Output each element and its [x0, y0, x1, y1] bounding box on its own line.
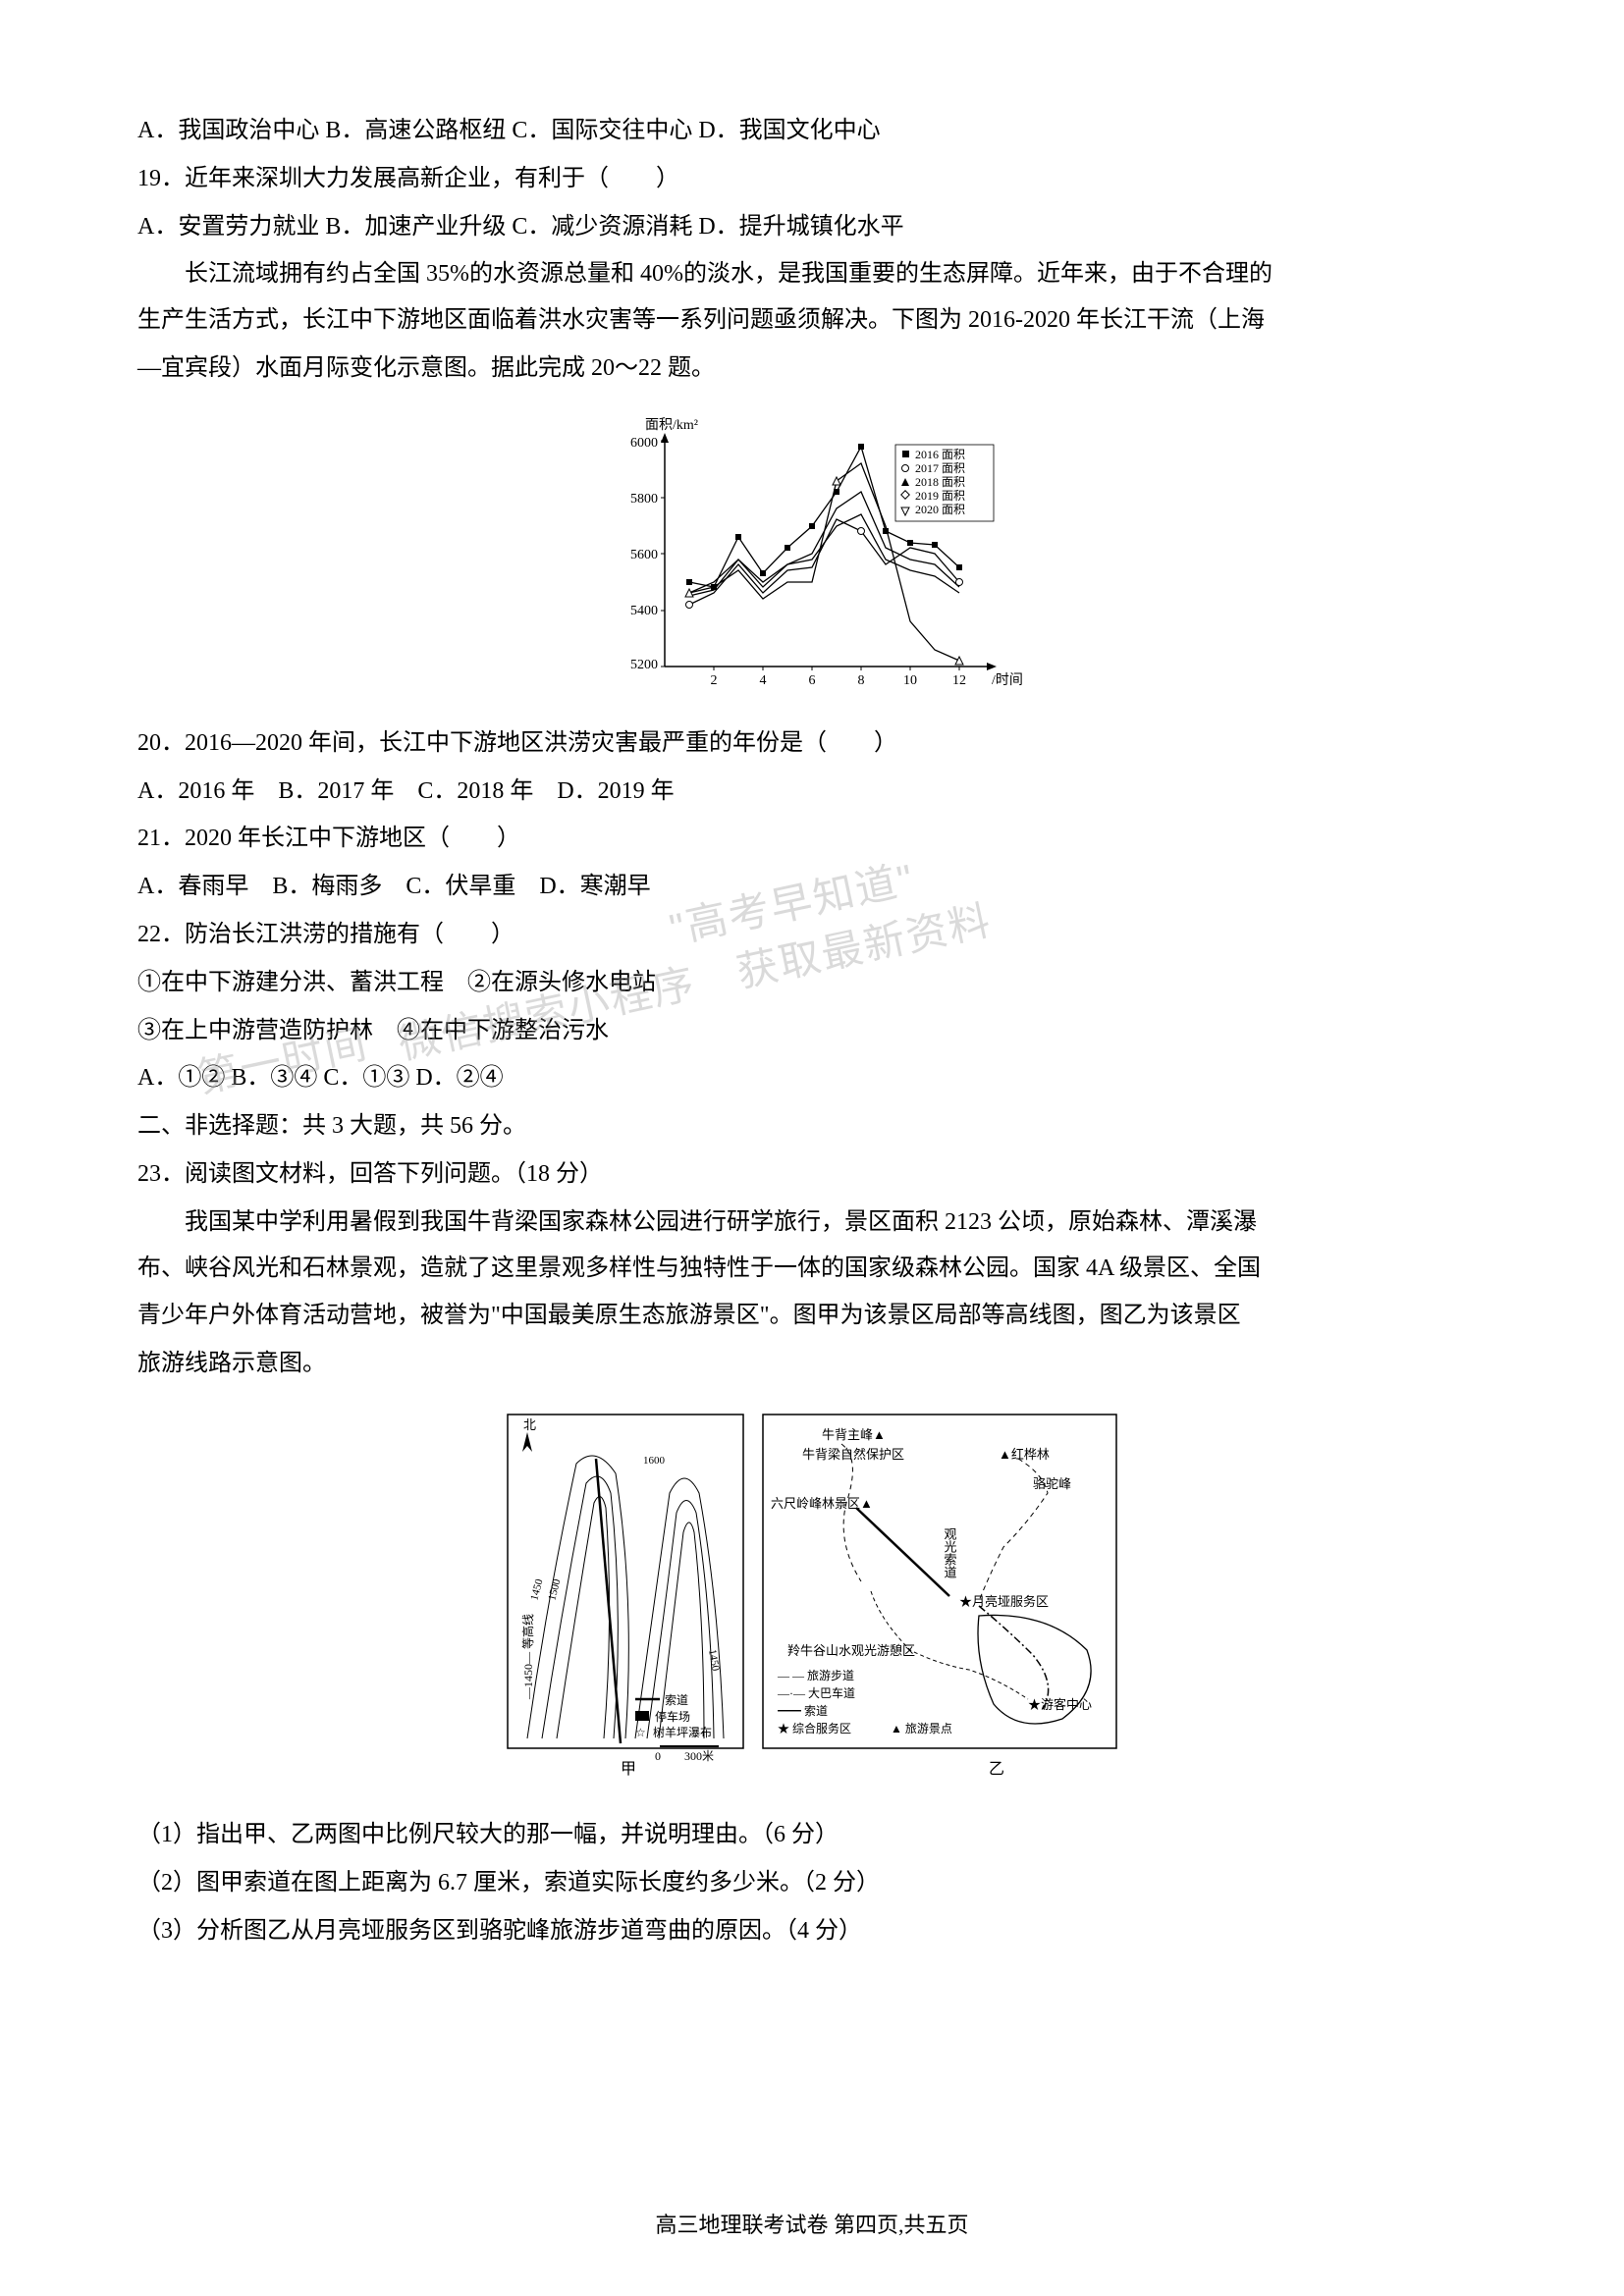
svg-text:羚牛谷山水观光游憩区: 羚牛谷山水观光游憩区: [787, 1643, 915, 1658]
svg-text:观光索道: 观光索道: [943, 1527, 957, 1578]
svg-text:2020 面积: 2020 面积: [915, 503, 965, 516]
question-22-options: A．①② B．③④ C．①③ D．②④: [137, 1055, 1487, 1101]
svg-text:牛背梁自然保护区: 牛背梁自然保护区: [802, 1447, 904, 1462]
svg-text:— — 旅游步道: — — 旅游步道: [777, 1669, 854, 1682]
context-paragraph-1-line-1: 长江流域拥有约占全国 35%的水资源总量和 40%的淡水，是我国重要的生态屏障。…: [137, 251, 1487, 297]
map-figure-container: 1450 1500 1450 1600 —1450— 等高线 索道 停车场 ☆树…: [137, 1405, 1487, 1788]
svg-text:2016 面积: 2016 面积: [915, 448, 965, 461]
svg-text:0 300米: 0 300米: [655, 1749, 714, 1763]
svg-text:6: 6: [809, 673, 816, 688]
question-22-sub2: ③在上中游营造防护林 ④在中下游整治污水: [137, 1008, 1487, 1054]
question-20-options: A．2016 年 B．2017 年 C．2018 年 D．2019 年: [137, 769, 1487, 815]
svg-text:5200: 5200: [630, 658, 658, 672]
context-paragraph-1-line-3: —宜宾段）水面月际变化示意图。据此完成 20～22 题。: [137, 346, 1487, 392]
svg-text:☆: ☆: [635, 1726, 646, 1739]
svg-text:12: 12: [952, 673, 966, 688]
question-19: 19．近年来深圳大力发展高新企业，有利于（ ）: [137, 156, 1487, 202]
svg-text:树羊坪瀑布: 树羊坪瀑布: [653, 1725, 712, 1739]
svg-text:★月亮垭服务区: ★月亮垭服务区: [959, 1594, 1049, 1609]
question-21: 21．2020 年长江中下游地区（ ）: [137, 816, 1487, 862]
line-chart-container: 面积/km² 5200 5400 5600 5800 6000 2 4 6 8 …: [137, 411, 1487, 696]
svg-text:★ 综合服务区: ★ 综合服务区: [778, 1721, 851, 1735]
svg-text:牛背主峰▲: 牛背主峰▲: [822, 1427, 886, 1442]
svg-text:▲ 旅游景点: ▲ 旅游景点: [891, 1722, 952, 1735]
page-footer: 高三地理联考试卷 第四页,共五页: [0, 2205, 1624, 2247]
contour-and-route-maps: 1450 1500 1450 1600 —1450— 等高线 索道 停车场 ☆树…: [498, 1405, 1126, 1788]
svg-text:骆驼峰: 骆驼峰: [1033, 1476, 1071, 1491]
question-19-options: A．安置劳力就业 B．加速产业升级 C．减少资源消耗 D．提升城镇化水平: [137, 204, 1487, 250]
context-paragraph-2-line-3: 青少年户外体育活动营地，被誉为"中国最美原生态旅游景区"。图甲为该景区局部等高线…: [137, 1293, 1487, 1339]
svg-text:2019 面积: 2019 面积: [915, 489, 965, 503]
svg-text:北: 北: [523, 1417, 536, 1432]
question-22-sub1: ①在中下游建分洪、蓄洪工程 ②在源头修水电站: [137, 960, 1487, 1006]
context-paragraph-2-line-4: 旅游线路示意图。: [137, 1341, 1487, 1387]
svg-text:10: 10: [903, 673, 917, 688]
svg-text:5600: 5600: [630, 548, 658, 562]
chart-xlabel: /时间: [992, 672, 1023, 688]
svg-text:━━ 索道: ━━ 索道: [778, 1704, 828, 1718]
context-paragraph-1-line-2: 生产生活方式，长江中下游地区面临着洪水灾害等一系列问题亟须解决。下图为 2016…: [137, 297, 1487, 344]
svg-text:2: 2: [711, 673, 718, 688]
svg-text:▲红桦林: ▲红桦林: [999, 1447, 1050, 1462]
chart-legend: 2016 面积 2017 面积 2018 面积 2019 面积 2020 面积: [895, 445, 994, 521]
svg-text:5400: 5400: [630, 604, 658, 618]
svg-text:—·— 大巴车道: —·— 大巴车道: [777, 1685, 855, 1700]
chart-ylabel: 面积/km²: [645, 417, 698, 433]
question-23: 23．阅读图文材料，回答下列问题。（18 分）: [137, 1151, 1487, 1198]
svg-text:8: 8: [858, 673, 865, 688]
context-paragraph-2-line-2: 布、峡谷风光和石林景观，造就了这里景观多样性与独特性于一体的国家级森林公园。国家…: [137, 1246, 1487, 1292]
svg-text:索道: 索道: [665, 1693, 688, 1707]
map-left-label: 甲: [621, 1761, 636, 1778]
section-2-heading: 二、非选择题：共 3 大题，共 56 分。: [137, 1103, 1487, 1149]
question-23-2: （2）图甲索道在图上距离为 6.7 厘米，索道实际长度约多少米。（2 分）: [137, 1860, 1487, 1906]
svg-text:1600: 1600: [643, 1455, 666, 1467]
svg-text:4: 4: [760, 673, 767, 688]
question-20: 20．2016—2020 年间，长江中下游地区洪涝灾害最严重的年份是（ ）: [137, 721, 1487, 767]
svg-text:6000: 6000: [630, 436, 658, 451]
water-area-line-chart: 面积/km² 5200 5400 5600 5800 6000 2 4 6 8 …: [596, 411, 1028, 696]
svg-text:2017 面积: 2017 面积: [915, 461, 965, 475]
question-options-line: A．我国政治中心 B．高速公路枢纽 C．国际交往中心 D．我国文化中心: [137, 108, 1487, 154]
svg-text:5800: 5800: [630, 492, 658, 507]
context-paragraph-2-line-1: 我国某中学利用暑假到我国牛背梁国家森林公园进行研学旅行，景区面积 2123 公顷…: [137, 1200, 1487, 1246]
question-23-3: （3）分析图乙从月亮垭服务区到骆驼峰旅游步道弯曲的原因。（4 分）: [137, 1908, 1487, 1954]
svg-text:2018 面积: 2018 面积: [915, 475, 965, 489]
question-22: 22．防治长江洪涝的措施有（ ）: [137, 912, 1487, 958]
svg-text:—1450— 等高线: —1450— 等高线: [520, 1614, 535, 1700]
question-21-options: A．春雨早 B．梅雨多 C．伏旱重 D．寒潮早: [137, 864, 1487, 910]
svg-text:停车场: 停车场: [655, 1709, 690, 1724]
map-right-label: 乙: [989, 1761, 1004, 1778]
question-23-1: （1）指出甲、乙两图中比例尺较大的那一幅，并说明理由。（6 分）: [137, 1812, 1487, 1858]
